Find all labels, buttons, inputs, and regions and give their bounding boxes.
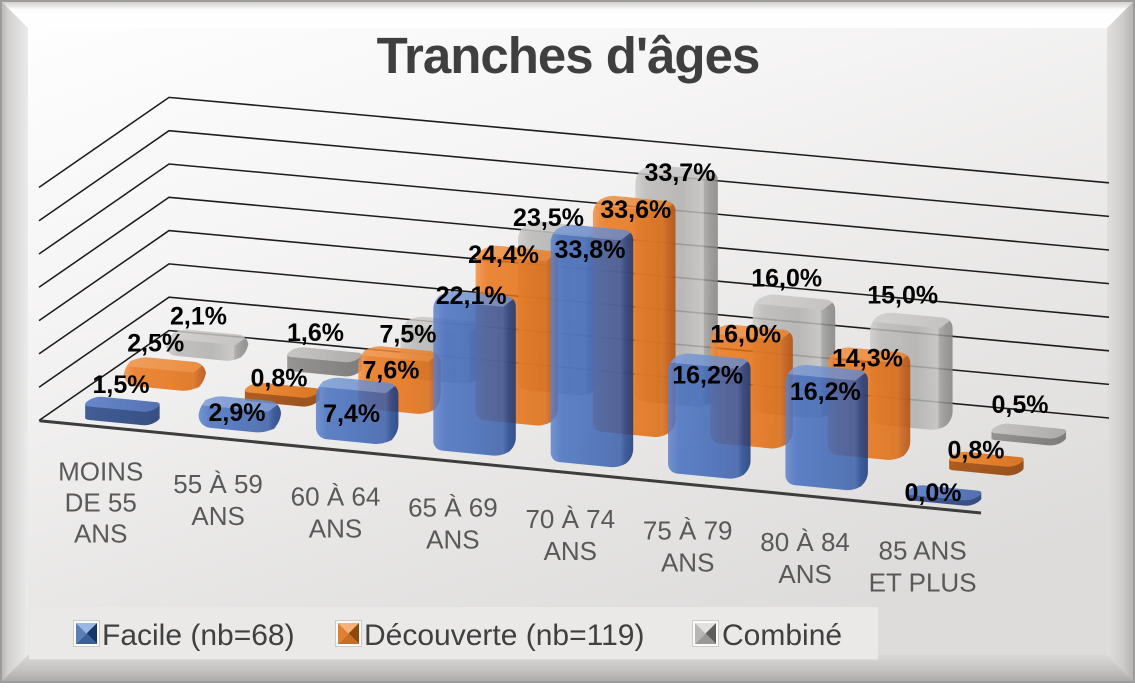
- svg-text:1,5%: 1,5%: [93, 371, 150, 399]
- svg-text:60 À 64: 60 À 64: [291, 482, 381, 512]
- svg-text:24,4%: 24,4%: [468, 241, 539, 269]
- svg-text:70 À 74: 70 À 74: [525, 504, 615, 534]
- svg-text:65 À 69: 65 À 69: [408, 493, 498, 523]
- svg-text:ANS: ANS: [191, 501, 244, 531]
- svg-text:Découverte (nb=119): Découverte (nb=119): [364, 619, 644, 652]
- svg-text:80 À 84: 80 À 84: [760, 527, 850, 557]
- svg-text:DE 55: DE 55: [65, 488, 137, 518]
- svg-text:ANS: ANS: [661, 548, 714, 578]
- svg-text:ANS: ANS: [74, 519, 127, 549]
- svg-text:2,1%: 2,1%: [170, 303, 227, 331]
- svg-text:23,5%: 23,5%: [513, 204, 584, 232]
- svg-text:MOINS: MOINS: [58, 457, 143, 487]
- svg-text:2,9%: 2,9%: [209, 399, 266, 427]
- svg-text:16,0%: 16,0%: [710, 321, 781, 349]
- svg-text:0,8%: 0,8%: [948, 437, 1005, 465]
- svg-text:55 À 59: 55 À 59: [173, 469, 263, 499]
- svg-text:16,2%: 16,2%: [672, 362, 743, 390]
- svg-text:ANS: ANS: [426, 525, 479, 555]
- svg-text:Combiné: Combiné: [722, 619, 842, 652]
- svg-text:16,2%: 16,2%: [790, 378, 861, 406]
- svg-text:33,8%: 33,8%: [555, 236, 626, 264]
- svg-text:33,7%: 33,7%: [645, 159, 716, 187]
- svg-text:7,6%: 7,6%: [363, 357, 420, 385]
- svg-text:14,3%: 14,3%: [832, 345, 903, 373]
- svg-text:16,0%: 16,0%: [751, 265, 822, 293]
- svg-text:2,5%: 2,5%: [127, 330, 184, 358]
- svg-text:7,4%: 7,4%: [323, 400, 380, 428]
- svg-text:7,5%: 7,5%: [380, 321, 437, 349]
- svg-text:0,5%: 0,5%: [992, 391, 1049, 419]
- svg-text:Tranches d'âges: Tranches d'âges: [377, 27, 760, 84]
- svg-text:22,1%: 22,1%: [436, 282, 507, 310]
- svg-text:0,8%: 0,8%: [251, 365, 308, 393]
- svg-text:1,6%: 1,6%: [287, 319, 344, 347]
- svg-text:33,6%: 33,6%: [600, 196, 671, 224]
- svg-text:ANS: ANS: [544, 536, 597, 566]
- svg-text:85 ANS: 85 ANS: [879, 536, 967, 566]
- svg-text:75 À 79: 75 À 79: [643, 516, 733, 546]
- svg-text:ANS: ANS: [309, 514, 362, 544]
- svg-text:ANS: ANS: [778, 559, 831, 589]
- svg-text:15,0%: 15,0%: [867, 282, 938, 310]
- svg-text:0,0%: 0,0%: [905, 479, 962, 507]
- svg-text:ET PLUS: ET PLUS: [869, 568, 977, 598]
- svg-text:Facile (nb=68): Facile (nb=68): [102, 619, 295, 652]
